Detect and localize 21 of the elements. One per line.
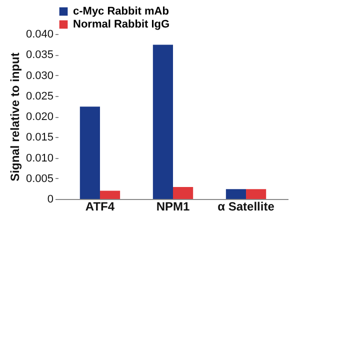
y-tick-label: 0.020 (26, 111, 54, 123)
bar (152, 44, 173, 199)
y-tick-label: 0.030 (26, 70, 54, 82)
y-tick-label: 0 (47, 194, 54, 206)
y-tick-label: 0.035 (26, 49, 54, 62)
bar (100, 190, 120, 199)
x-tick-label: NPM1 (156, 200, 190, 214)
y-tick-label: 0.005 (26, 172, 54, 185)
legend-label: Normal Rabbit IgG (73, 18, 170, 30)
y-tick-label: 0.015 (26, 132, 54, 144)
x-tick-label: ATF4 (85, 200, 115, 214)
bar (173, 187, 194, 199)
y-tick-label: 0.040 (26, 28, 54, 40)
bar (226, 189, 246, 199)
y-tick-label: 0.010 (26, 152, 54, 164)
legend-label: c-Myc Rabbit mAb (73, 6, 170, 18)
x-tick-label: α Satellite (218, 200, 275, 214)
y-axis-title: Signal relative to input (8, 52, 22, 182)
bar (80, 106, 100, 199)
y-tick-label: 0.025 (26, 90, 54, 102)
bar (246, 189, 266, 199)
